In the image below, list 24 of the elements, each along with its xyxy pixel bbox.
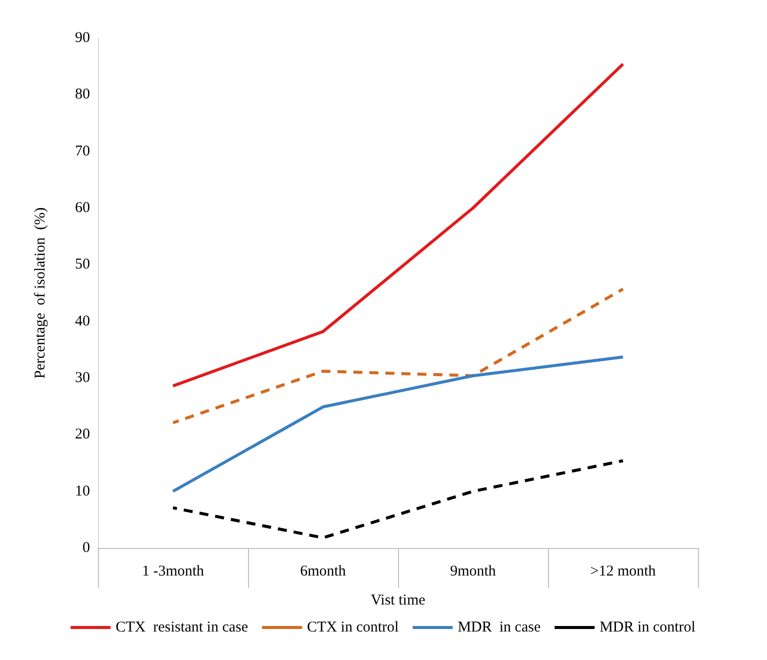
y-tick-label: 0 bbox=[82, 540, 90, 556]
y-tick-label: 60 bbox=[75, 200, 90, 216]
x-tick-label: 6month bbox=[300, 564, 346, 580]
line-series bbox=[172, 62, 624, 388]
y-axis-title: Percentage of isolation (%) bbox=[32, 207, 48, 379]
legend-label: CTX resistant in case bbox=[116, 620, 248, 636]
x-tick-label: 9month bbox=[450, 564, 496, 580]
y-tick-label: 90 bbox=[75, 30, 90, 46]
legend-label: MDR in case bbox=[458, 620, 541, 636]
legend-label: MDR in control bbox=[600, 620, 696, 636]
line-series bbox=[172, 459, 624, 540]
x-tick-label: >12 month bbox=[590, 564, 656, 580]
line-series bbox=[172, 288, 624, 424]
y-tick-label: 20 bbox=[75, 426, 90, 443]
y-tick-label: 30 bbox=[75, 370, 90, 386]
y-tick-label: 50 bbox=[75, 256, 90, 273]
x-tick-label: 1 -3month bbox=[142, 564, 205, 580]
line-series bbox=[172, 356, 624, 493]
y-tick-label: 80 bbox=[75, 86, 90, 103]
y-tick-label: 40 bbox=[75, 313, 90, 330]
y-tick-label: 10 bbox=[75, 483, 90, 500]
legend-label: CTX in control bbox=[307, 620, 399, 636]
x-axis-title: Vist time bbox=[370, 592, 426, 608]
y-tick-label: 70 bbox=[75, 143, 90, 160]
